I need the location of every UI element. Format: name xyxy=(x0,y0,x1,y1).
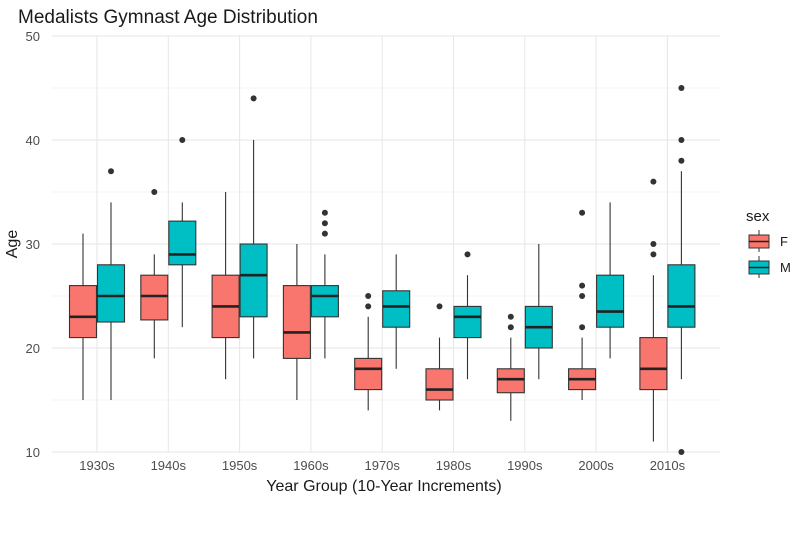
outlier-point xyxy=(579,282,586,289)
box-iqr xyxy=(425,368,454,401)
x-tick-label: 1990s xyxy=(507,458,543,473)
outlier-point xyxy=(321,209,328,216)
x-axis-title: Year Group (10-Year Increments) xyxy=(266,478,501,495)
x-tick-label: 2000s xyxy=(578,458,614,473)
x-tick-label: 1980s xyxy=(436,458,472,473)
outlier-point xyxy=(579,293,586,299)
box-m-1960s xyxy=(310,209,339,359)
box-iqr xyxy=(639,337,668,391)
legend-entry-f: F xyxy=(748,230,788,252)
box-iqr xyxy=(68,285,98,339)
box-iqr xyxy=(140,274,169,321)
outlier-point xyxy=(365,293,372,299)
outlier-point xyxy=(365,303,372,310)
box-f-1970s xyxy=(354,293,383,411)
x-tick-label: 1970s xyxy=(364,458,400,473)
chart-title: Medalists Gymnast Age Distribution xyxy=(18,7,318,28)
box-m-2010s xyxy=(667,85,696,455)
box-f-1940s xyxy=(140,189,169,359)
box-iqr xyxy=(282,285,311,359)
y-tick-label: 50 xyxy=(26,29,40,44)
outlier-point xyxy=(579,209,586,216)
y-axis-title: Age xyxy=(4,230,21,259)
legend-label: M xyxy=(780,260,791,275)
box-m-2000s xyxy=(596,202,625,359)
outlier-point xyxy=(179,137,186,143)
box-iqr xyxy=(168,220,197,266)
box-iqr xyxy=(667,264,696,328)
box-iqr xyxy=(453,305,482,339)
outlier-point xyxy=(321,220,328,227)
outlier-point xyxy=(436,303,443,310)
box-iqr xyxy=(96,264,126,323)
x-tick-label: 1960s xyxy=(293,458,329,473)
box-iqr xyxy=(310,285,339,318)
outlier-point xyxy=(678,157,685,164)
x-tick-label: 1950s xyxy=(222,458,258,473)
legend-title: sex xyxy=(746,208,770,225)
x-tick-label: 2010s xyxy=(650,458,686,473)
outlier-point xyxy=(321,230,328,237)
box-f-1980s xyxy=(425,303,454,411)
outlier-point xyxy=(678,137,685,143)
box-f-1990s xyxy=(496,313,525,421)
box-f-1960s xyxy=(282,244,311,400)
x-axis-ticks: 1930s 1940s 1950s 1960s 1970s 1980s 1990s 2000s… xyxy=(79,458,685,473)
box-iqr xyxy=(596,274,625,328)
outlier-point xyxy=(464,251,471,258)
legend-entry-m: M xyxy=(748,256,791,278)
x-tick-label: 1930s xyxy=(79,458,115,473)
outlier-point xyxy=(250,95,257,102)
outlier-point xyxy=(507,313,514,320)
box-iqr xyxy=(496,368,525,394)
box-m-1950s xyxy=(239,95,268,359)
box-f-1930s xyxy=(68,233,98,400)
y-tick-label: 40 xyxy=(26,133,40,148)
box-m-1930s xyxy=(96,168,126,400)
outlier-point xyxy=(678,449,685,455)
outlier-point xyxy=(507,324,514,331)
box-iqr xyxy=(239,243,268,318)
outlier-point xyxy=(579,324,586,331)
box-f-2010s xyxy=(639,178,668,442)
outlier-point xyxy=(650,241,657,247)
x-tick-label: 1940s xyxy=(151,458,187,473)
box-m-1980s xyxy=(453,251,482,380)
box-m-1970s xyxy=(382,254,411,369)
box-m-1990s xyxy=(524,244,553,380)
box-f-1950s xyxy=(211,192,240,380)
y-tick-label: 20 xyxy=(26,341,40,356)
grid xyxy=(52,35,720,453)
box-f-2000s xyxy=(568,209,597,400)
outlier-point xyxy=(650,178,657,185)
y-tick-label: 10 xyxy=(26,445,40,460)
outlier-point xyxy=(678,85,685,91)
box-iqr xyxy=(354,357,383,391)
legend: sex FM xyxy=(746,208,791,278)
outlier-point xyxy=(108,168,114,175)
box-iqr xyxy=(382,290,411,328)
y-axis-ticks: 10 20 30 40 50 xyxy=(26,29,40,460)
outlier-point xyxy=(650,251,657,258)
outlier-point xyxy=(151,189,158,195)
legend-label: F xyxy=(780,234,788,249)
box-m-1940s xyxy=(168,137,197,328)
y-tick-label: 30 xyxy=(26,237,40,252)
box-plots xyxy=(68,85,696,455)
